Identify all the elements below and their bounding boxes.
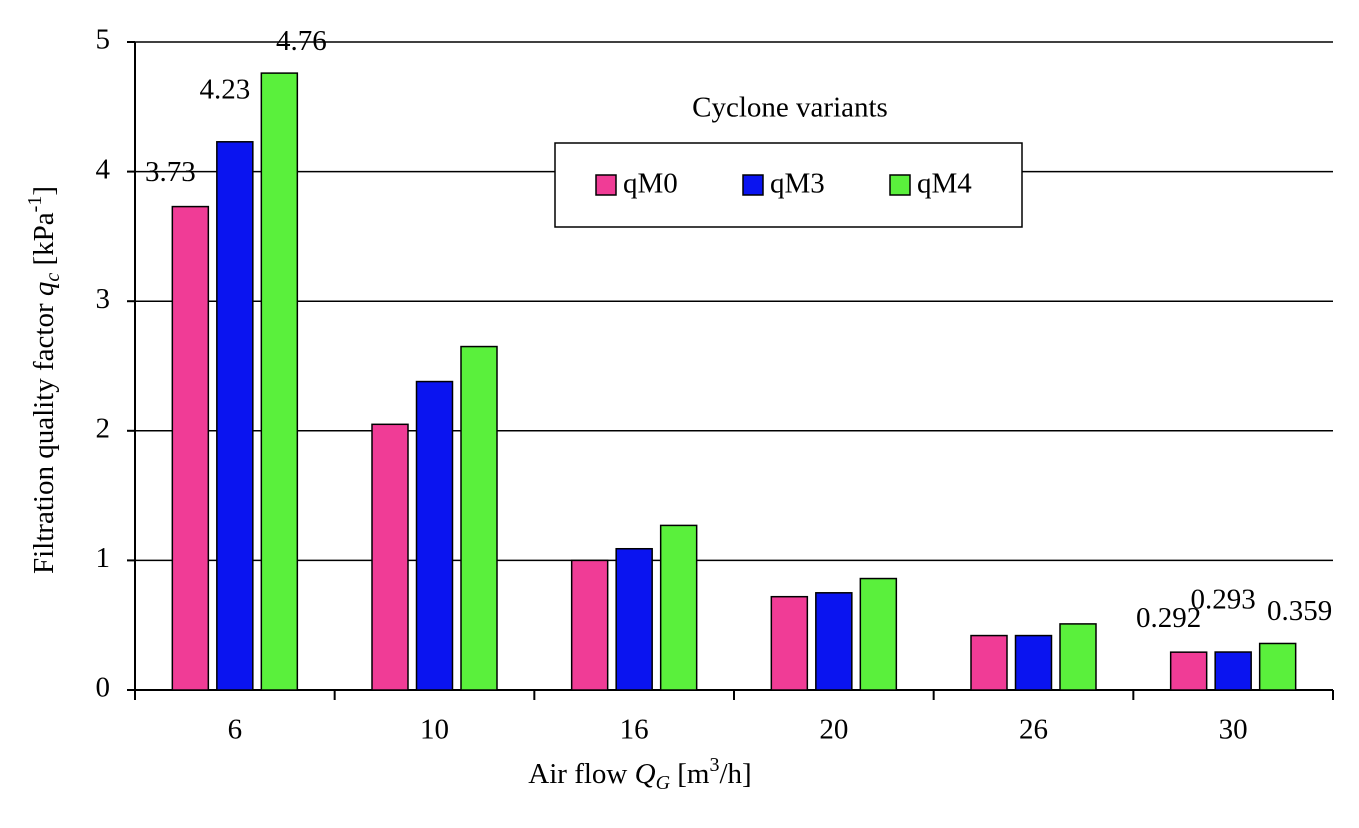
bar bbox=[770, 595, 809, 691]
bar bbox=[460, 345, 498, 691]
y-title-part: -1 bbox=[24, 196, 46, 213]
x-title-part: Air flow bbox=[528, 758, 634, 790]
data-label: 0.359 bbox=[1267, 595, 1332, 627]
legend-swatch bbox=[742, 174, 764, 196]
bar bbox=[1059, 623, 1097, 691]
legend-title: Cyclone variants bbox=[692, 92, 888, 124]
y-tick-label: 3 bbox=[96, 283, 111, 315]
bar bbox=[260, 72, 299, 691]
x-tick-label: 26 bbox=[1019, 714, 1048, 746]
data-label: 4.23 bbox=[199, 73, 250, 105]
bar bbox=[615, 547, 653, 691]
y-axis-title: Filtration quality factor qc [kPa-1] bbox=[24, 186, 64, 574]
x-tick-label: 10 bbox=[420, 714, 449, 746]
bar bbox=[1014, 634, 1053, 691]
bar bbox=[970, 634, 1008, 691]
x-tick-label: 30 bbox=[1219, 714, 1248, 746]
bar bbox=[415, 380, 454, 691]
legend-swatch bbox=[889, 174, 911, 196]
y-tick-label: 4 bbox=[96, 153, 111, 185]
bar bbox=[371, 423, 409, 691]
x-tick-label: 16 bbox=[620, 714, 649, 746]
legend-label: qM3 bbox=[770, 168, 825, 200]
legend-box bbox=[554, 142, 1023, 228]
bar bbox=[659, 524, 698, 691]
x-tick-label: 20 bbox=[819, 714, 848, 746]
x-title-part: /h] bbox=[719, 758, 751, 790]
y-tick-label: 0 bbox=[96, 672, 111, 704]
x-title-part: G bbox=[656, 772, 671, 794]
bar bbox=[1258, 642, 1297, 691]
bar bbox=[1169, 651, 1208, 691]
y-title-part: ] bbox=[28, 186, 60, 196]
x-title-part: Q bbox=[635, 758, 656, 790]
x-tick-label: 6 bbox=[228, 714, 243, 746]
bar bbox=[216, 141, 254, 691]
data-label: 4.76 bbox=[276, 25, 327, 57]
bar bbox=[859, 577, 898, 691]
x-title-part: [m bbox=[670, 758, 710, 790]
bar bbox=[570, 559, 609, 691]
legend-label: qM0 bbox=[623, 168, 678, 200]
x-axis-title: Air flow QG [m3/h] bbox=[528, 754, 751, 794]
bar bbox=[171, 205, 210, 691]
x-title-part: 3 bbox=[709, 754, 719, 776]
data-label: 3.73 bbox=[145, 156, 196, 188]
data-label: 0.292 bbox=[1136, 602, 1201, 634]
y-tick-label: 5 bbox=[96, 24, 111, 56]
data-label: 0.293 bbox=[1191, 584, 1256, 616]
y-title-part: Filtration quality factor bbox=[28, 296, 60, 574]
y-title-part: q bbox=[28, 282, 60, 297]
y-tick-label: 1 bbox=[96, 542, 111, 574]
y-title-part: c bbox=[42, 273, 64, 282]
y-tick-label: 2 bbox=[96, 412, 111, 444]
bar bbox=[815, 592, 853, 691]
legend-swatch bbox=[595, 174, 617, 196]
bar bbox=[1214, 651, 1252, 691]
y-title-part: [kPa bbox=[28, 212, 60, 273]
legend-label: qM4 bbox=[917, 168, 972, 200]
